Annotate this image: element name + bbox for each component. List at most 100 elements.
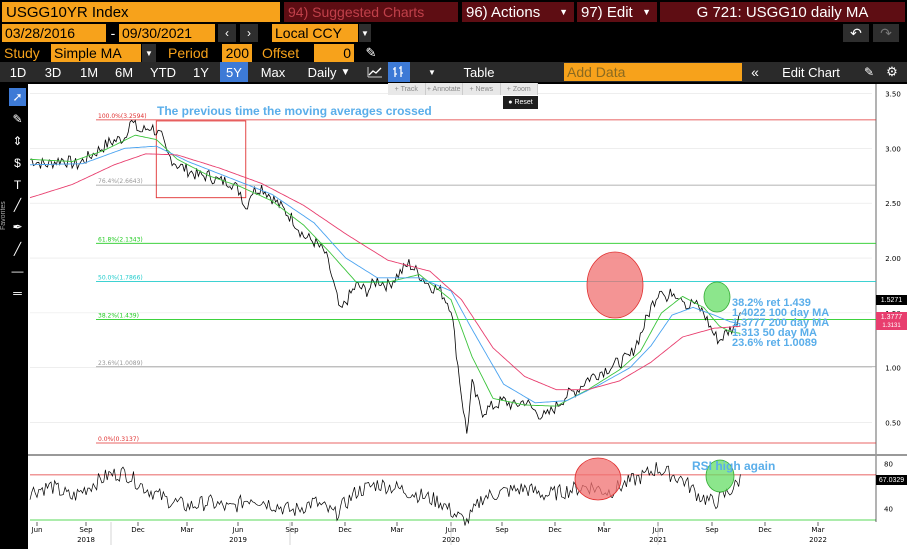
fib-level-label: 23.6%(1.0089)	[98, 360, 143, 367]
currency-field[interactable]: Local CCY	[272, 24, 358, 42]
range-button-3d[interactable]: 3D	[36, 62, 70, 82]
x-tick-label: Mar	[180, 526, 193, 534]
chart-tool-label: + News	[469, 85, 494, 93]
period-field[interactable]: 200	[222, 44, 252, 62]
edit-chart-icon-button[interactable]: ✎	[860, 62, 878, 82]
end-date-value: 09/30/2021	[122, 25, 193, 41]
add-data-placeholder: Add Data	[567, 64, 626, 80]
range-button-5y[interactable]: 5Y	[220, 62, 248, 82]
x-tick-label: Dec	[131, 526, 145, 534]
sidebar-tool-pencil[interactable]: ✎	[9, 110, 26, 128]
price-current-highlight-circle	[703, 281, 731, 313]
ticker-field[interactable]: USGG10YR Index	[2, 2, 280, 22]
sidebar-tool-horizontal-line[interactable]: —	[9, 262, 26, 280]
sidebar-tool-pen[interactable]: ✒	[9, 218, 26, 236]
series-ma100-line	[30, 145, 741, 404]
trend-line-icon: ╱	[13, 198, 22, 212]
date-next-button[interactable]: ›	[240, 24, 258, 42]
sidebar-tool-cursor[interactable]: ➚	[9, 88, 26, 106]
edit-chart-label: Edit Chart	[782, 64, 840, 80]
date-prev-button[interactable]: ‹	[218, 24, 236, 42]
sidebar-tool-text[interactable]: T	[9, 176, 26, 194]
suggested-charts-menu[interactable]: 94) Suggested Charts	[284, 2, 458, 22]
chart-type-dropdown[interactable]: ▼	[424, 62, 440, 82]
chart-tool-strip: + Track + Annotate + News + Zoom	[388, 83, 538, 95]
edit-dropdown-icon: ▼	[642, 7, 651, 17]
bar-chart-button[interactable]	[388, 62, 410, 82]
fib-level-label: 61.8%(2.1343)	[98, 236, 143, 243]
study-field[interactable]: Simple MA	[51, 44, 141, 62]
actions-dropdown-icon: ▼	[559, 7, 568, 17]
sidebar-tool-diagonal-line[interactable]: ╱	[9, 240, 26, 258]
x-tick-label: Dec	[758, 526, 772, 534]
range-button-max[interactable]: Max	[252, 62, 294, 82]
range-button-ytd[interactable]: YTD	[144, 62, 182, 82]
table-button[interactable]: Table	[446, 62, 512, 82]
actions-menu[interactable]: 96) Actions ▼	[462, 2, 574, 22]
chart-tool-track[interactable]: + Track	[388, 83, 426, 95]
moving-average-cross-note: The previous time the moving averages cr…	[157, 104, 432, 118]
range-button-1m[interactable]: 1M	[74, 62, 104, 82]
edit-menu[interactable]: 97) Edit ▼	[577, 2, 657, 22]
rsi-last-value-badge: 67.0329	[876, 475, 907, 485]
pencil-box-icon: ✎	[863, 65, 875, 79]
x-tick-label: Mar	[390, 526, 403, 534]
channel-icon: ═	[13, 286, 22, 300]
period-label: Period	[168, 45, 209, 61]
rsi-peak-highlight-circle	[574, 457, 622, 501]
undo-button[interactable]: ↶	[843, 24, 869, 42]
range-button-1d[interactable]: 1D	[4, 62, 32, 82]
pen-icon: ✒	[12, 220, 23, 234]
study-dropdown-button[interactable]: ▼	[142, 44, 156, 62]
currency-dropdown-button[interactable]: ▼	[359, 24, 371, 42]
line-chart-button[interactable]	[364, 62, 386, 82]
line-chart-icon	[367, 67, 382, 78]
suggested-charts-label: 94) Suggested Charts	[288, 4, 425, 20]
ma-last-value-badge: 1.3777	[876, 312, 907, 322]
redo-button[interactable]: ↷	[873, 24, 899, 42]
sidebar-tool-dollar-marker[interactable]: $	[9, 154, 26, 172]
range-button-6m[interactable]: 6M	[108, 62, 140, 82]
ma-label: 38.2% ret 1.439	[732, 297, 811, 309]
chart-tool-annotate[interactable]: + Annotate	[426, 83, 463, 95]
chart-tool-zoom[interactable]: + Zoom	[501, 83, 538, 95]
range-button-1y[interactable]: 1Y	[186, 62, 216, 82]
collapse-button[interactable]: «	[746, 62, 764, 82]
sidebar-tool-channel[interactable]: ═	[9, 284, 26, 302]
study-label: Study	[4, 45, 40, 61]
sidebar-tool-trend-line[interactable]: ╱	[9, 196, 26, 214]
interval-label: Daily	[307, 64, 337, 80]
add-data-input[interactable]: Add Data	[564, 63, 742, 81]
pencil-button[interactable]: ✎	[362, 44, 380, 62]
reset-button[interactable]: ● Reset	[503, 96, 538, 109]
range-button-label: 1D	[9, 64, 27, 80]
rsi-y-tick-label: 80	[884, 461, 893, 469]
start-date-field[interactable]: 03/28/2016	[2, 24, 106, 42]
offset-label: Offset	[262, 45, 300, 61]
chart-tool-label: + Annotate	[426, 85, 461, 93]
pencil-icon: ✎	[12, 112, 23, 126]
sidebar-tool-price-marker[interactable]: ⇕	[9, 132, 26, 150]
series-ma200-line	[29, 153, 741, 391]
offset-field[interactable]: 0	[314, 44, 354, 62]
edit-label: 97) Edit	[581, 3, 633, 21]
rsi-chart-panel	[28, 456, 907, 522]
chart-title-bar: G 721: USGG10 daily MA	[660, 2, 905, 22]
fib-level-label: 38.2%(1.439)	[98, 313, 139, 320]
price-peak-highlight-circle	[586, 251, 644, 319]
edit-chart-button[interactable]: Edit Chart	[766, 62, 856, 82]
chart-tool-news[interactable]: + News	[463, 83, 501, 95]
settings-button[interactable]: ⚙	[882, 62, 902, 82]
diagonal-line-icon: ╱	[13, 242, 22, 256]
x-tick-label: Dec	[338, 526, 352, 534]
chart-title: G 721: USGG10 daily MA	[696, 3, 869, 21]
ma200-last-value-badge: 1.3131	[876, 322, 907, 330]
fib-level-label: 76.4%(2.6643)	[98, 178, 143, 185]
chevron-left-icon: ‹	[225, 26, 229, 40]
drawing-sidebar	[0, 82, 28, 304]
end-date-field[interactable]: 09/30/2021	[119, 24, 215, 42]
panel-splitter[interactable]	[28, 454, 907, 456]
interval-dropdown[interactable]: Daily ▼	[300, 62, 358, 82]
y-tick-label: 1.00	[885, 365, 901, 373]
series-price-line	[29, 119, 741, 434]
